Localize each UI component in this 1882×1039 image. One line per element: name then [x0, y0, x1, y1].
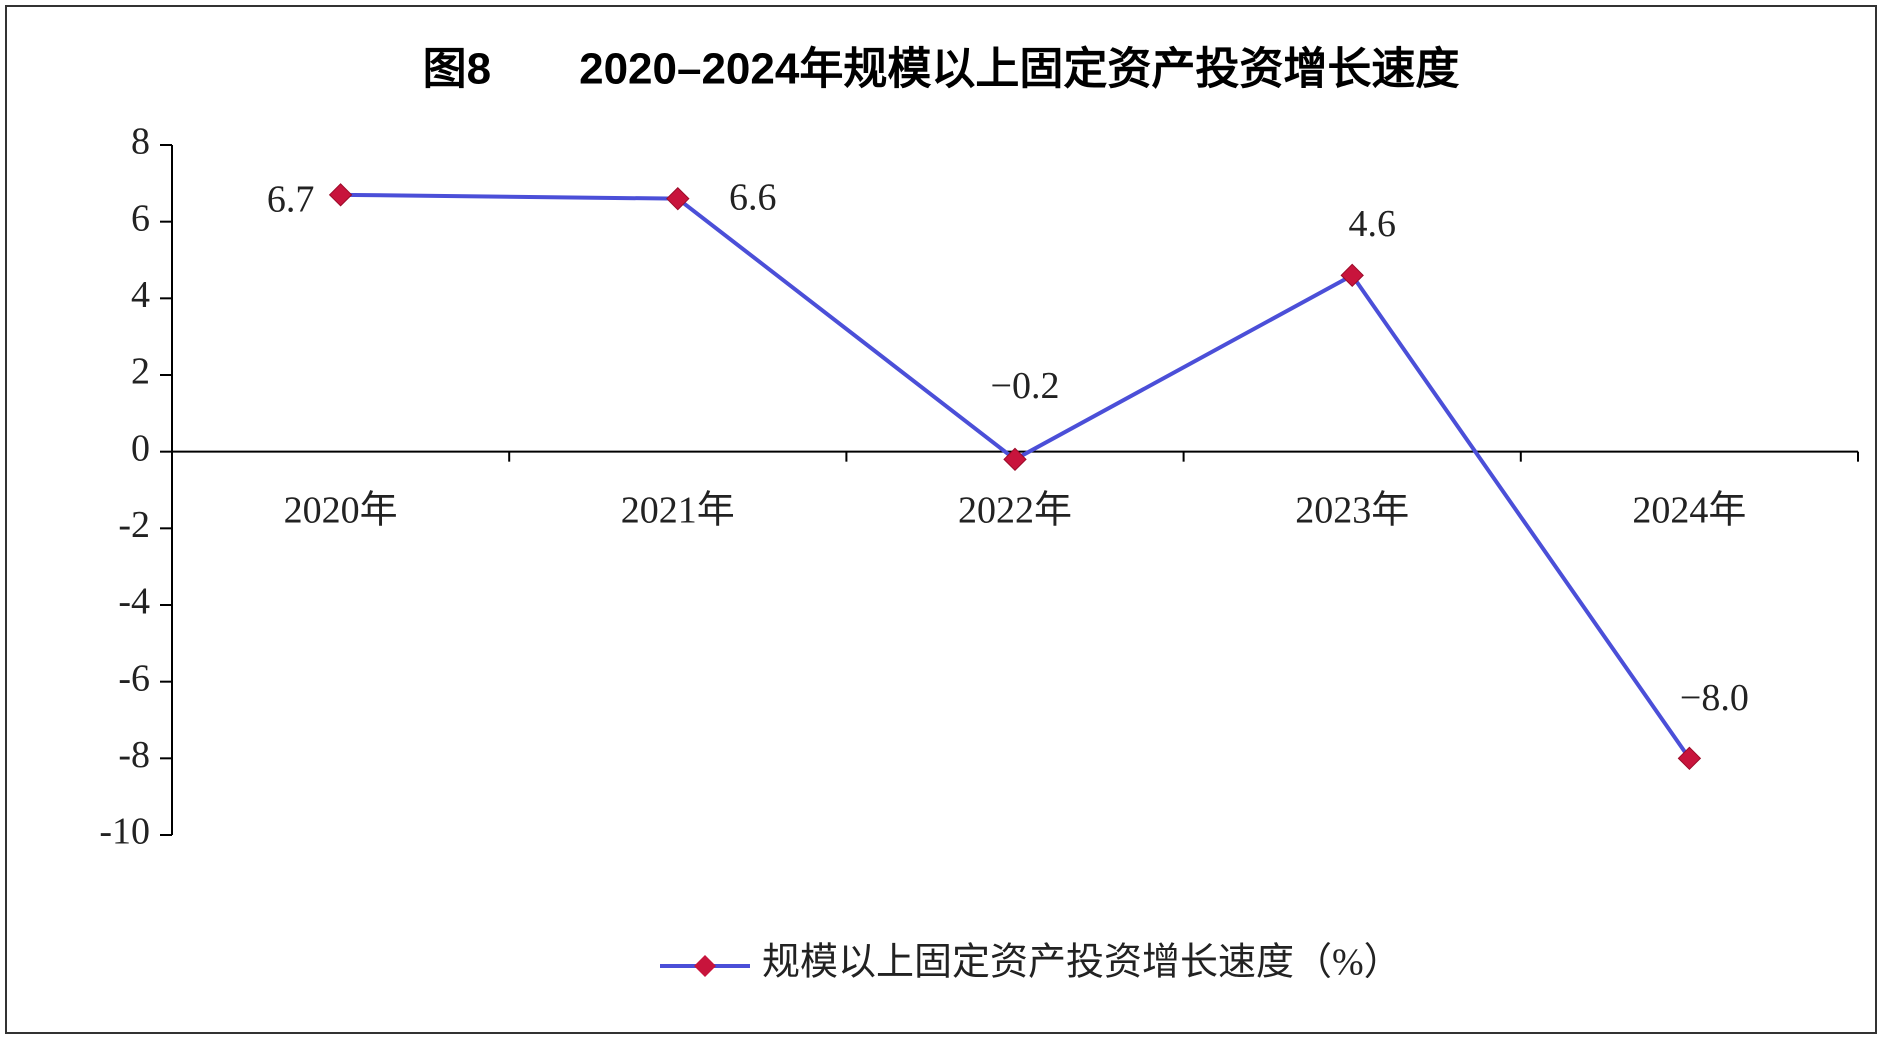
x-tick-label: 2023年	[1295, 489, 1409, 531]
y-tick-label: 6	[131, 197, 150, 239]
legend-label: 规模以上固定资产投资增长速度（%）	[762, 942, 1402, 984]
data-label: 4.6	[1348, 203, 1396, 245]
y-tick-label: -10	[99, 811, 150, 853]
x-tick-label: 2022年	[958, 489, 1072, 531]
point-marker	[1340, 263, 1364, 288]
chart-title: 图8 2020–2024年规模以上固定资产投资增长速度	[423, 45, 1460, 94]
x-tick-label: 2024年	[1632, 489, 1746, 531]
point-marker	[328, 183, 353, 207]
data-label: 6.6	[729, 176, 777, 218]
y-tick-label: -6	[118, 657, 150, 699]
point-marker	[1677, 746, 1702, 771]
y-tick-label: -4	[118, 581, 150, 623]
y-tick-label: 4	[131, 274, 150, 316]
y-tick-label: 8	[131, 121, 150, 163]
y-tick-label: 0	[131, 427, 150, 469]
x-tick-label: 2020年	[284, 489, 398, 531]
y-tick-label: 2	[131, 351, 150, 393]
x-tick-label: 2021年	[621, 489, 735, 531]
data-label: 6.7	[267, 179, 315, 221]
y-tick-label: -2	[118, 504, 150, 546]
data-label: −0.2	[991, 365, 1060, 407]
legend-marker	[694, 955, 716, 977]
point-marker	[1003, 447, 1027, 472]
point-marker	[666, 186, 690, 211]
chart-frame	[5, 5, 1877, 1034]
data-label: −8.0	[1680, 677, 1749, 719]
y-tick-label: -8	[118, 734, 150, 776]
